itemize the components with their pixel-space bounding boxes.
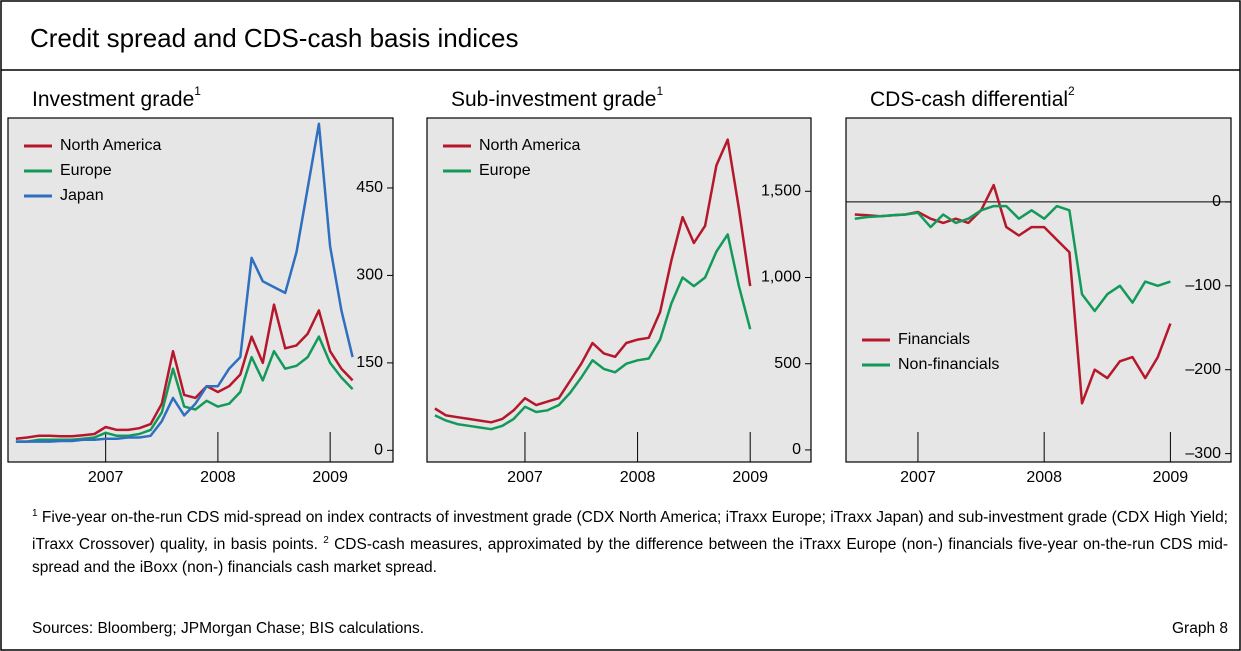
y-tick-label: –200 (1185, 361, 1221, 378)
plot-area (426, 117, 812, 463)
series-line (15, 122, 354, 443)
y-tick-label: 0 (792, 441, 801, 458)
chart-title: Credit spread and CDS-cash basis indices (30, 23, 518, 53)
x-tick-label: 2009 (312, 469, 348, 486)
legend-label: Financials (898, 331, 970, 348)
y-tick-label: 450 (356, 179, 383, 196)
y-tick-label: 300 (356, 267, 383, 284)
y-tick-label: 0 (1212, 193, 1221, 210)
legend-label: Europe (60, 162, 112, 179)
panel-title-text: Sub-investment grade (451, 88, 656, 111)
panel-title-text: CDS-cash differential (870, 88, 1068, 111)
sources: Sources: Bloomberg; JPMorgan Chase; BIS … (32, 620, 424, 637)
panel-title-note: 2 (1068, 84, 1075, 98)
panel-title: Investment grade1 (32, 84, 201, 110)
panel-title-text: Investment grade (32, 88, 194, 111)
footnote: Five-year on-the-run CDS mid-spread on i… (32, 509, 1228, 554)
legend-label: North America (479, 137, 580, 154)
legend-label: Japan (60, 187, 104, 204)
footnote-mark: 1 (32, 508, 38, 519)
legend-label: Europe (479, 162, 531, 179)
y-tick-label: –300 (1185, 445, 1221, 462)
panel-title-note: 1 (194, 84, 201, 98)
legend-label: North America (60, 137, 161, 154)
x-tick-label: 2009 (1153, 469, 1189, 486)
x-tick-label: 2009 (732, 469, 768, 486)
y-tick-label: 1,000 (761, 269, 801, 286)
x-tick-label: 2007 (900, 469, 936, 486)
y-tick-label: 1,500 (761, 183, 801, 200)
x-tick-label: 2008 (1026, 469, 1062, 486)
panel-title-note: 1 (656, 84, 663, 98)
y-tick-label: 0 (374, 442, 383, 459)
series-line (434, 138, 752, 424)
panel-title: CDS-cash differential2 (870, 84, 1075, 110)
series-line (15, 303, 354, 440)
x-tick-label: 2008 (620, 469, 656, 486)
footnote-mark: 2 (323, 535, 329, 547)
series-line (434, 233, 752, 431)
footnotes: 1 Five-year on-the-run CDS mid-spread on… (32, 502, 1228, 579)
footnote: CDS-cash measures, approximated by the d… (32, 536, 1228, 577)
y-tick-label: 500 (774, 355, 801, 372)
panel-title: Sub-investment grade1 (451, 84, 663, 110)
x-tick-label: 2007 (88, 469, 124, 486)
x-tick-label: 2007 (507, 469, 543, 486)
plot-area (845, 117, 1232, 463)
y-tick-label: 150 (356, 354, 383, 371)
x-tick-label: 2008 (200, 469, 236, 486)
legend-label: Non-financials (898, 356, 999, 373)
series-line (854, 204, 1171, 313)
y-tick-label: –100 (1185, 277, 1221, 294)
sources-row: Sources: Bloomberg; JPMorgan Chase; BIS … (32, 620, 1228, 638)
graph-label: Graph 8 (1171, 620, 1228, 637)
